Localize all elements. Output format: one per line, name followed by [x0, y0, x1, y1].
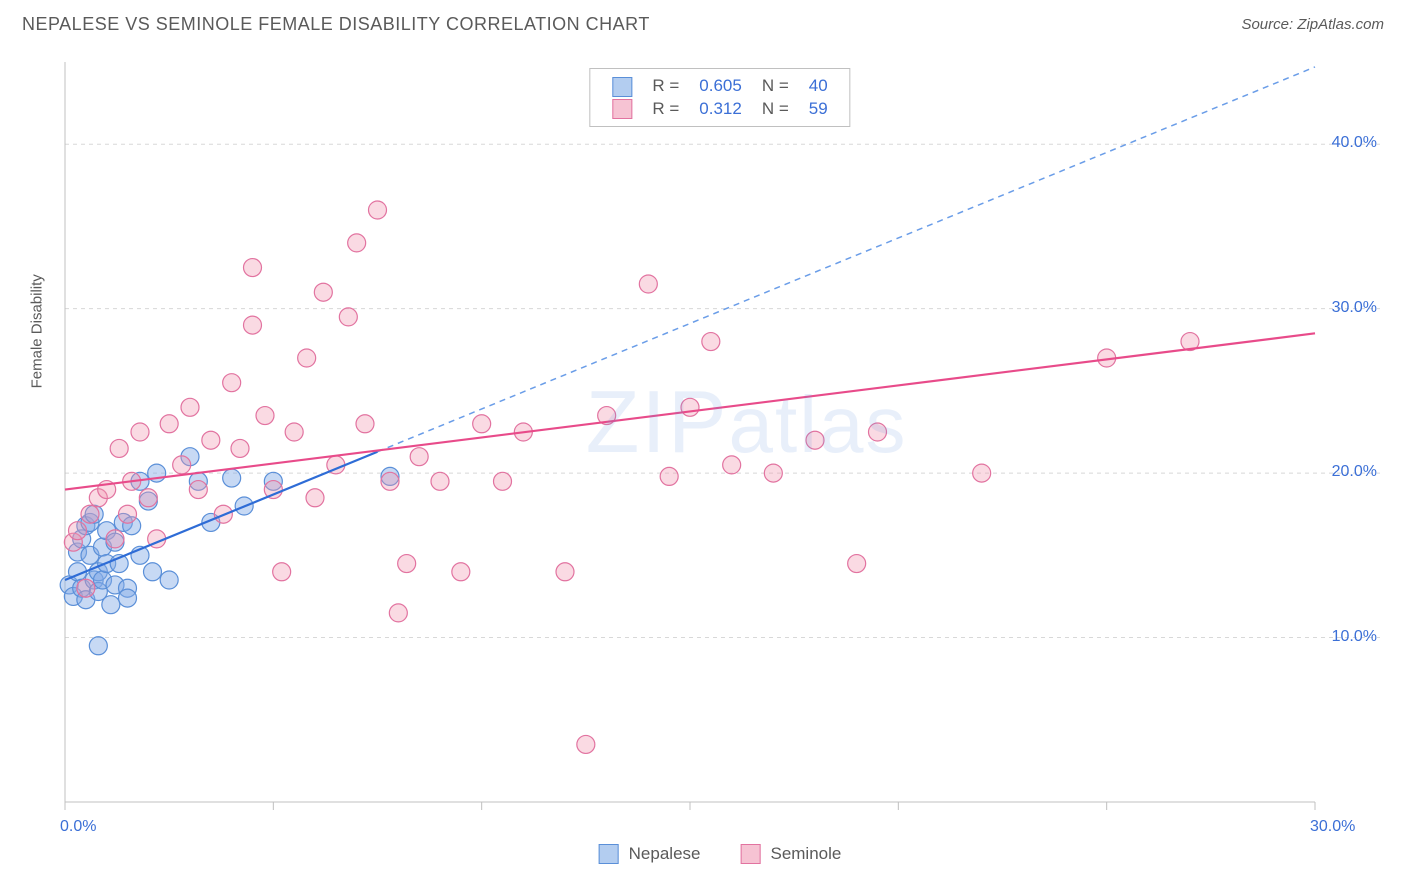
legend-n-label: N =: [752, 75, 799, 98]
series-legend: Nepalese Seminole: [599, 844, 842, 864]
legend-row: R =0.312N =59: [602, 98, 837, 121]
data-point: [231, 439, 249, 457]
trend-line: [65, 333, 1315, 489]
data-point: [660, 467, 678, 485]
data-point: [339, 308, 357, 326]
data-point: [223, 469, 241, 487]
chart-container: Female Disability ZIPatlas R =0.605N =40…: [55, 52, 1385, 822]
data-point: [494, 472, 512, 490]
data-point: [181, 398, 199, 416]
legend-n-value: 40: [799, 75, 838, 98]
data-point: [389, 604, 407, 622]
x-tick-label: 0.0%: [60, 818, 96, 836]
data-point: [369, 201, 387, 219]
data-point: [298, 349, 316, 367]
data-point: [89, 637, 107, 655]
legend-r-value: 0.312: [689, 98, 752, 121]
data-point: [160, 415, 178, 433]
data-point: [306, 489, 324, 507]
legend-item: Seminole: [740, 844, 841, 864]
legend-r-value: 0.605: [689, 75, 752, 98]
legend-n-label: N =: [752, 98, 799, 121]
data-point: [160, 571, 178, 589]
data-point: [273, 563, 291, 581]
data-point: [256, 407, 274, 425]
legend-swatch: [599, 844, 619, 864]
legend-item: Nepalese: [599, 844, 701, 864]
data-point: [119, 589, 137, 607]
data-point: [77, 579, 95, 597]
data-point: [102, 596, 120, 614]
data-point: [189, 481, 207, 499]
y-tick-label: 30.0%: [1332, 299, 1377, 317]
data-point: [314, 283, 332, 301]
legend-label: Nepalese: [629, 844, 701, 864]
data-point: [81, 505, 99, 523]
scatter-plot: [55, 52, 1385, 822]
legend-swatch: [612, 99, 632, 119]
legend-swatch: [612, 77, 632, 97]
data-point: [577, 735, 595, 753]
data-point: [244, 316, 262, 334]
data-point: [639, 275, 657, 293]
data-point: [452, 563, 470, 581]
y-tick-label: 40.0%: [1332, 134, 1377, 152]
data-point: [244, 259, 262, 277]
data-point: [285, 423, 303, 441]
data-point: [69, 522, 87, 540]
legend-row: R =0.605N =40: [602, 75, 837, 98]
legend-r-label: R =: [642, 75, 689, 98]
data-point: [973, 464, 991, 482]
data-point: [106, 530, 124, 548]
data-point: [556, 563, 574, 581]
data-point: [764, 464, 782, 482]
y-axis-label: Female Disability: [29, 274, 46, 388]
chart-title: NEPALESE VS SEMINOLE FEMALE DISABILITY C…: [22, 14, 650, 35]
source-credit: Source: ZipAtlas.com: [1241, 16, 1384, 33]
data-point: [410, 448, 428, 466]
data-point: [398, 555, 416, 573]
data-point: [381, 472, 399, 490]
data-point: [202, 431, 220, 449]
data-point: [348, 234, 366, 252]
data-point: [173, 456, 191, 474]
data-point: [131, 423, 149, 441]
data-point: [869, 423, 887, 441]
data-point: [110, 439, 128, 457]
data-point: [723, 456, 741, 474]
data-point: [702, 333, 720, 351]
correlation-legend: R =0.605N =40R =0.312N =59: [589, 68, 850, 127]
data-point: [681, 398, 699, 416]
legend-label: Seminole: [770, 844, 841, 864]
legend-swatch: [740, 844, 760, 864]
data-point: [473, 415, 491, 433]
data-point: [139, 489, 157, 507]
data-point: [264, 481, 282, 499]
data-point: [848, 555, 866, 573]
data-point: [144, 563, 162, 581]
legend-r-label: R =: [642, 98, 689, 121]
y-tick-label: 10.0%: [1332, 628, 1377, 646]
data-point: [119, 505, 137, 523]
legend-n-value: 59: [799, 98, 838, 121]
data-point: [806, 431, 824, 449]
data-point: [356, 415, 374, 433]
x-tick-label: 30.0%: [1310, 818, 1355, 836]
data-point: [431, 472, 449, 490]
data-point: [223, 374, 241, 392]
y-tick-label: 20.0%: [1332, 463, 1377, 481]
